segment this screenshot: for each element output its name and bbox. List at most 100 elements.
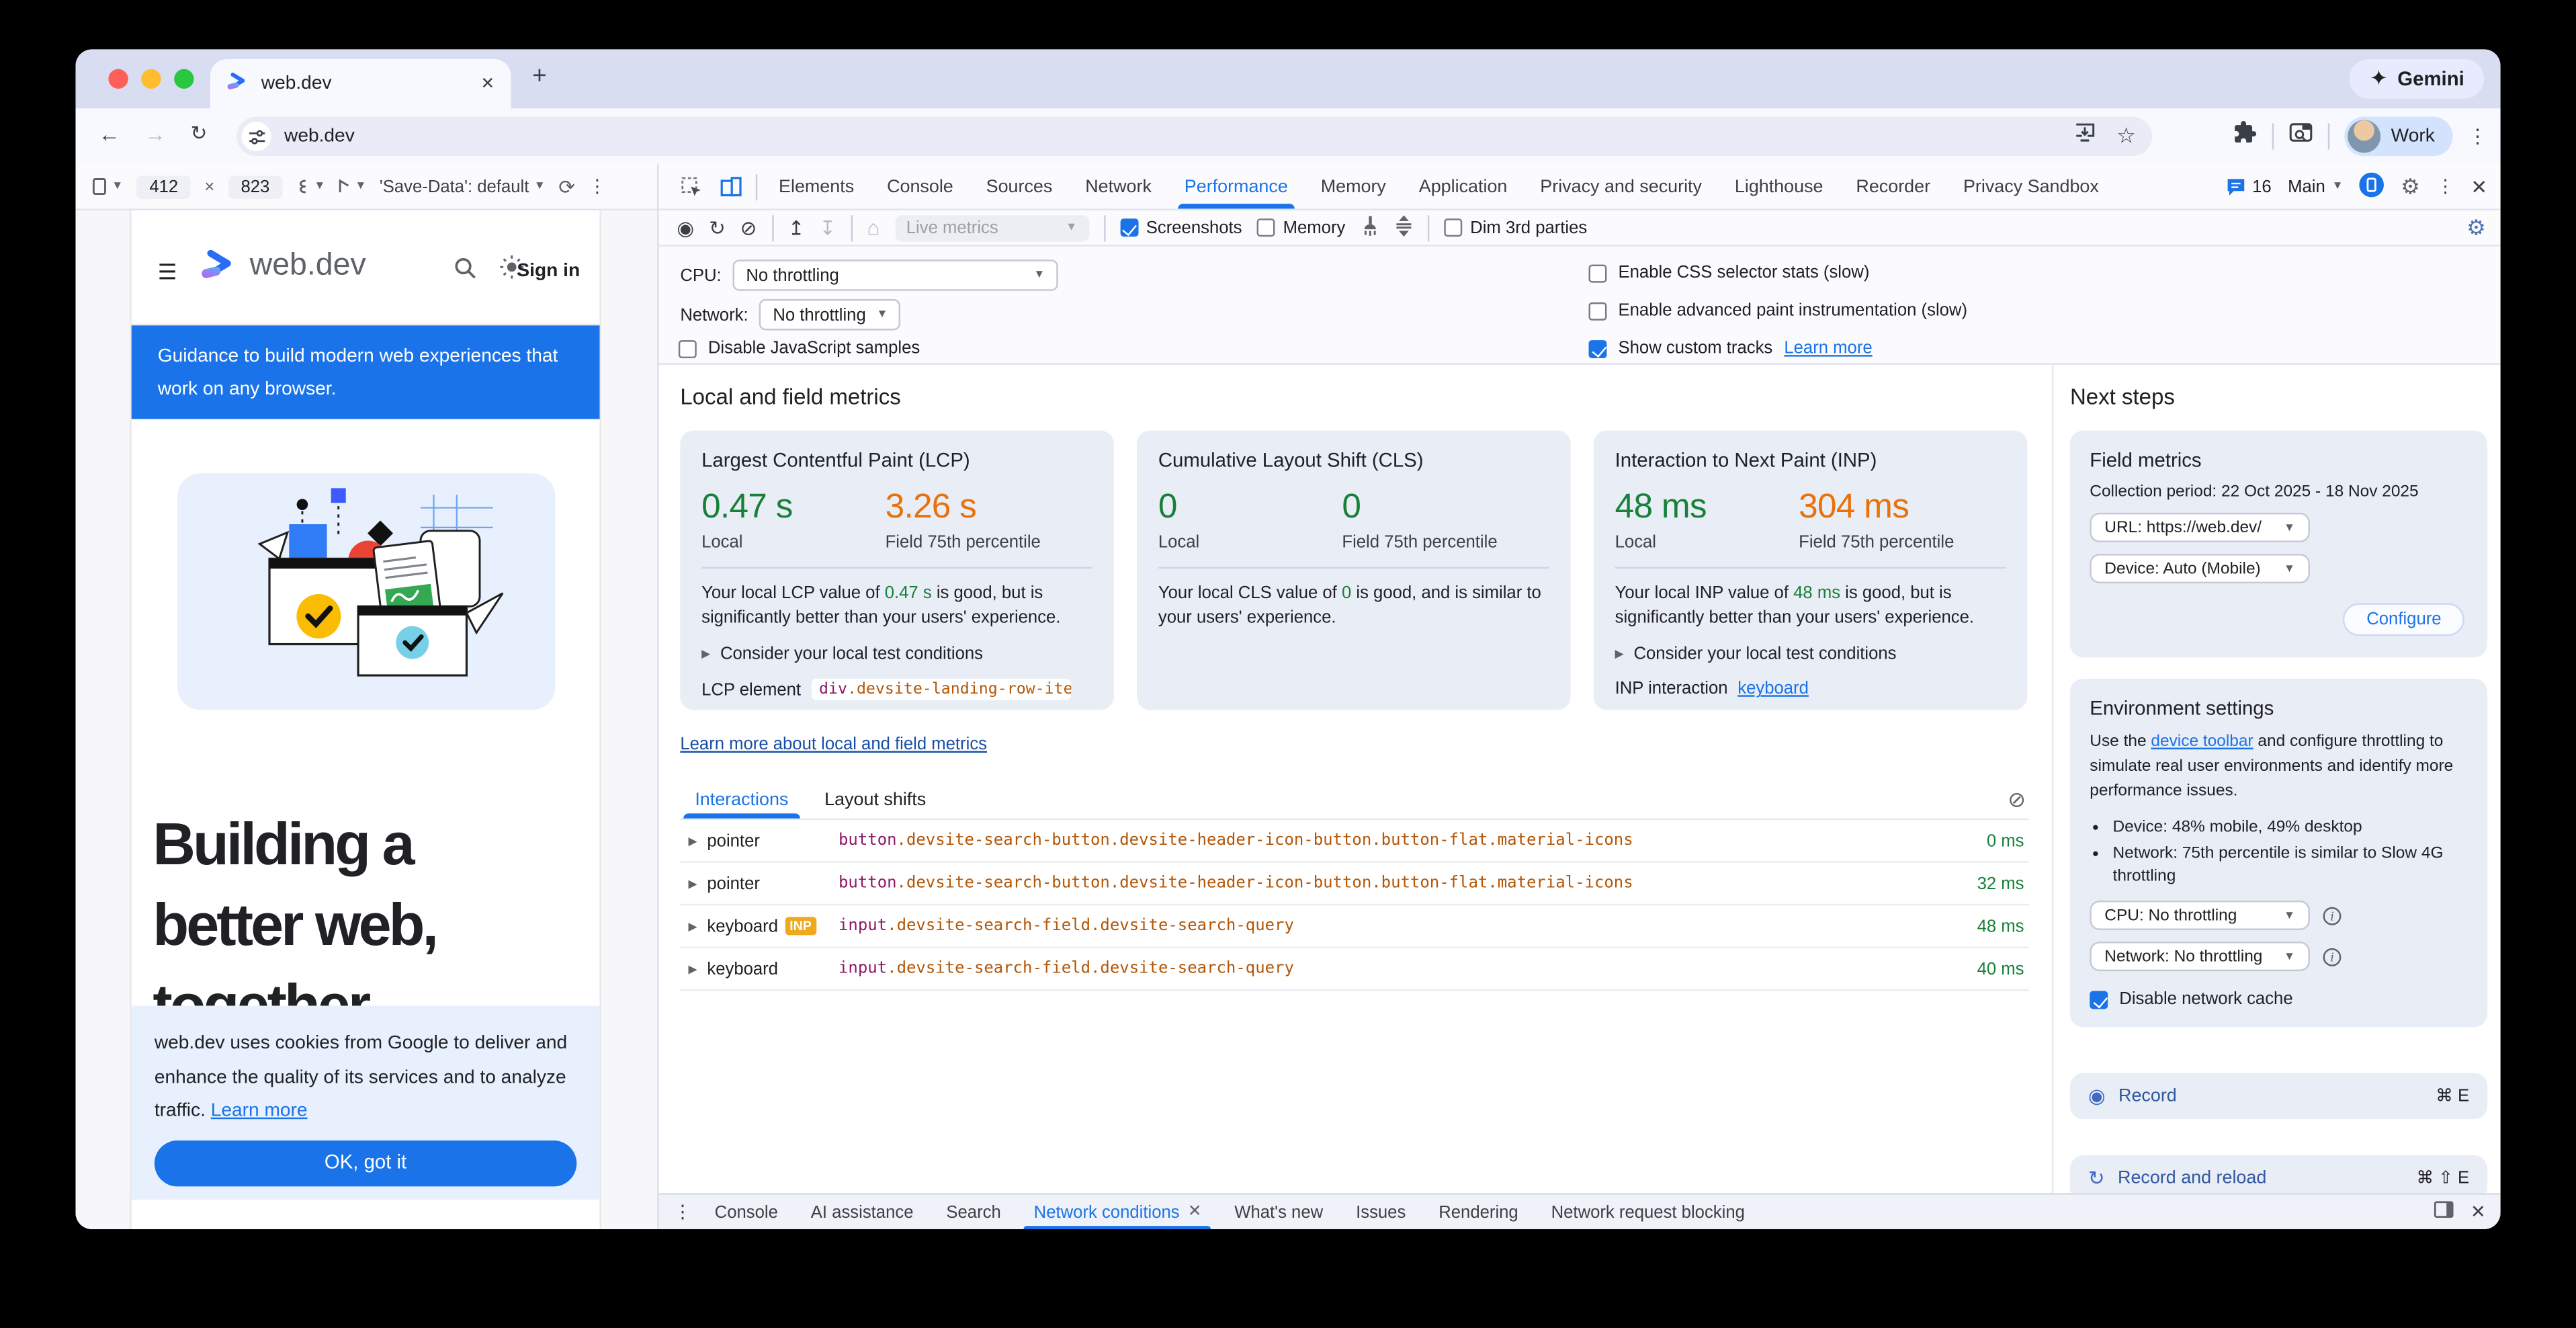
drawer-tab-issues[interactable]: Issues <box>1356 1202 1406 1222</box>
cpu-throttling-select[interactable]: No throttling ▼ <box>732 259 1058 291</box>
tab-network[interactable]: Network <box>1085 176 1152 197</box>
drawer-tab-search[interactable]: Search <box>946 1202 1001 1222</box>
extensions-puzzle-icon[interactable] <box>2233 120 2258 153</box>
viewport-width-field[interactable]: 412 <box>136 175 191 198</box>
tab-console[interactable]: Console <box>887 176 953 197</box>
tab-performance[interactable]: Performance <box>1168 165 1304 209</box>
drawer-tab-network-conditions[interactable]: Network conditions ✕ <box>1017 1195 1218 1230</box>
lcp-element-code[interactable]: div.devsite-landing-row-item-d… <box>810 679 1071 701</box>
close-drawer-tab-icon[interactable]: ✕ <box>1187 1202 1202 1221</box>
devtools-menu-icon[interactable]: ⋮ <box>2436 177 2454 198</box>
device-list-dropdown[interactable]: ▼ <box>92 177 123 196</box>
metrics-learn-more-link[interactable]: Learn more about local and field metrics <box>680 735 987 755</box>
rotate-device-icon[interactable]: ⟳ <box>558 175 575 198</box>
live-metrics-home-icon[interactable]: ⌂ <box>867 215 880 240</box>
clear-icon[interactable]: ⊘ <box>740 216 757 239</box>
cpu-info-icon[interactable]: i <box>2323 906 2342 925</box>
drawer-tab-console[interactable]: Console <box>714 1202 778 1222</box>
show-custom-tracks-checkbox[interactable]: Show custom tracks Learn more <box>1588 338 1873 359</box>
bookmark-star-icon[interactable]: ☆ <box>2116 123 2136 149</box>
device-toolbar-link[interactable]: device toolbar <box>2151 733 2253 751</box>
hamburger-menu-icon[interactable]: ☰ <box>157 259 177 285</box>
tab-sources[interactable]: Sources <box>986 176 1053 197</box>
cookie-learn-more-link[interactable]: Learn more <box>210 1102 308 1122</box>
lcp-consider-disclosure[interactable]: ▶ Consider your local test conditions <box>701 645 983 665</box>
dim-third-parties-checkbox[interactable]: Dim 3rd parties <box>1444 218 1587 237</box>
perf-settings-gear-icon[interactable]: ⚙ <box>2466 214 2486 239</box>
drawer-tab-rendering[interactable]: Rendering <box>1439 1202 1518 1222</box>
inp-consider-disclosure[interactable]: ▶ Consider your local test conditions <box>1615 645 1897 665</box>
expand-row-icon[interactable]: ▶ <box>688 878 697 890</box>
record-reload-icon[interactable]: ↻ <box>709 216 726 239</box>
drawer-tab-network-request-blocking[interactable]: Network request blocking <box>1551 1202 1745 1222</box>
tab-recorder[interactable]: Recorder <box>1856 176 1931 197</box>
network-info-icon[interactable]: i <box>2323 947 2342 966</box>
garbage-collect-icon[interactable] <box>1360 214 1379 241</box>
custom-tracks-learn-more-link[interactable]: Learn more <box>1784 338 1873 359</box>
site-settings-icon[interactable] <box>241 121 271 151</box>
device-status-icon[interactable] <box>2359 171 2385 202</box>
orientation-dropdown[interactable]: ▼ <box>339 179 366 194</box>
disable-network-cache-checkbox[interactable]: Disable network cache <box>2090 989 2467 1009</box>
interaction-row[interactable]: ▶ pointer button.devsite-search-button.d… <box>680 863 2029 906</box>
tab-lighthouse[interactable]: Lighthouse <box>1734 176 1823 197</box>
record-button[interactable]: ◉ Record ⌘ E <box>2069 1073 2488 1120</box>
save-data-dropdown[interactable]: 'Save-Data': default ▼ <box>379 176 546 197</box>
load-profile-icon[interactable]: ↥ <box>787 216 805 239</box>
emulation-menu-icon[interactable]: ⋮ <box>588 177 607 198</box>
new-tab-button[interactable]: + <box>532 62 547 91</box>
env-cpu-select[interactable]: CPU: No throttling ▼ <box>2090 900 2310 930</box>
tab-memory[interactable]: Memory <box>1320 176 1386 197</box>
memory-checkbox[interactable]: Memory <box>1256 218 1345 237</box>
tab-search-icon[interactable] <box>2289 121 2314 152</box>
dock-side-icon[interactable] <box>2433 1200 2454 1225</box>
history-dropdown[interactable]: Live metrics ▼ <box>894 214 1089 241</box>
webdev-logo-icon[interactable] <box>200 249 237 288</box>
network-throttling-select[interactable]: No throttling ▼ <box>759 299 902 331</box>
install-app-icon[interactable] <box>2074 122 2097 151</box>
site-search-icon[interactable] <box>454 256 476 287</box>
tab-privacy-security[interactable]: Privacy and security <box>1540 176 1702 197</box>
tab-interactions[interactable]: Interactions <box>680 780 803 819</box>
interaction-row[interactable]: ▶ keyboard input.devsite-search-field.de… <box>680 948 2029 991</box>
reload-button[interactable]: ↻ <box>190 121 208 145</box>
back-button[interactable]: ← <box>98 121 120 147</box>
field-device-select[interactable]: Device: Auto (Mobile) ▼ <box>2090 554 2310 584</box>
gemini-button[interactable]: ✦ Gemini <box>2350 59 2485 99</box>
window-close-button[interactable] <box>108 69 128 89</box>
console-messages-button[interactable]: 16 <box>2226 177 2272 196</box>
zoom-dropdown[interactable]: ▼ <box>296 179 325 194</box>
window-zoom-button[interactable] <box>174 69 194 89</box>
interaction-row[interactable]: ▶ pointer button.devsite-search-button.d… <box>680 820 2029 863</box>
theme-toggle-icon[interactable] <box>499 255 524 288</box>
toggle-device-toolbar-icon[interactable] <box>712 175 751 198</box>
collapse-sections-icon[interactable] <box>1395 214 1413 241</box>
address-bar[interactable]: web.dev ☆ <box>237 116 2153 157</box>
tab-close-icon[interactable]: ✕ <box>480 75 495 93</box>
tab-privacy-sandbox[interactable]: Privacy Sandbox <box>1963 176 2099 197</box>
drawer-tab-whats-new[interactable]: What's new <box>1234 1202 1324 1222</box>
configure-button[interactable]: Configure <box>2344 603 2464 636</box>
tab-application[interactable]: Application <box>1418 176 1508 197</box>
expand-row-icon[interactable]: ▶ <box>688 835 697 847</box>
window-minimize-button[interactable] <box>141 69 161 89</box>
css-selector-stats-checkbox[interactable]: Enable CSS selector stats (slow) <box>1588 263 1869 283</box>
env-network-select[interactable]: Network: No throttling ▼ <box>2090 942 2310 972</box>
disable-js-samples-checkbox[interactable]: Disable JavaScript samples <box>678 339 920 358</box>
advanced-paint-checkbox[interactable]: Enable advanced paint instrumentation (s… <box>1588 300 1967 321</box>
close-drawer-icon[interactable]: ✕ <box>2471 1202 2486 1223</box>
drawer-tab-ai-assistance[interactable]: AI assistance <box>810 1202 914 1222</box>
expand-row-icon[interactable]: ▶ <box>688 964 697 976</box>
expand-row-icon[interactable]: ▶ <box>688 921 697 933</box>
tab-elements[interactable]: Elements <box>779 176 855 197</box>
drawer-menu-icon[interactable]: ⋮ <box>673 1202 692 1223</box>
browser-menu-icon[interactable]: ⋮ <box>2467 124 2488 149</box>
forward-button[interactable]: → <box>144 121 166 147</box>
main-context-dropdown[interactable]: Main ▼ <box>2288 176 2344 197</box>
sign-in-button[interactable]: Sign in <box>517 261 581 282</box>
inp-interaction-link[interactable]: keyboard <box>1737 679 1809 700</box>
cookie-ok-button[interactable]: OK, got it <box>154 1140 577 1187</box>
browser-tab[interactable]: web.dev ✕ <box>210 59 511 109</box>
interaction-row[interactable]: ▶ keyboard INP input.devsite-search-field… <box>680 905 2029 948</box>
record-icon[interactable]: ◉ <box>677 216 695 239</box>
